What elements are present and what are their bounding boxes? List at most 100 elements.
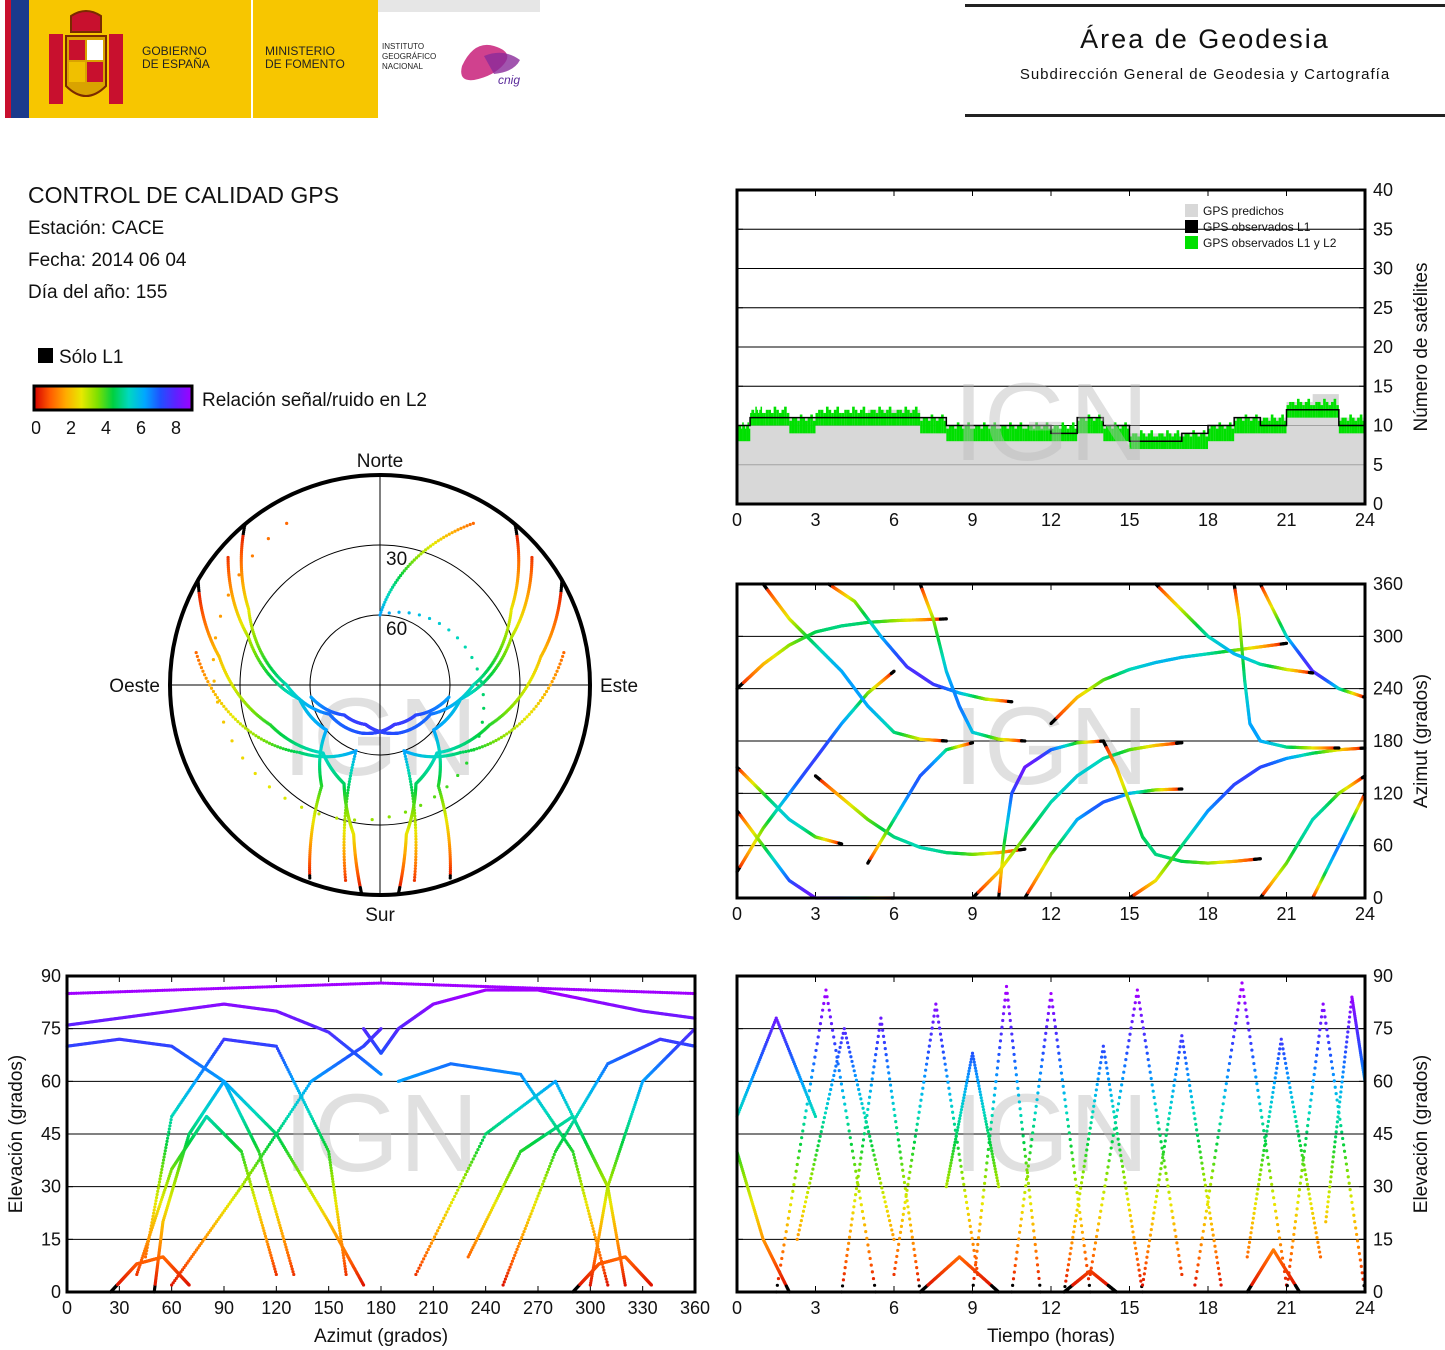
- x-tick-label: 15: [1119, 510, 1139, 530]
- l1l2-bar: [797, 420, 800, 434]
- l1l2-bar: [1113, 422, 1117, 442]
- skyplot-point: [284, 747, 288, 752]
- y-tick-label: 10: [1373, 416, 1393, 436]
- skyplot-point: [556, 666, 561, 670]
- skyplot-point: [249, 730, 253, 734]
- skyplot-point: [414, 828, 418, 833]
- l1l2-bar: [1139, 430, 1143, 450]
- skyplot-point: [345, 797, 349, 801]
- l1l2-bar: [938, 417, 942, 434]
- l1l2-bar: [1286, 405, 1290, 418]
- l1l2-bar: [1066, 428, 1070, 442]
- x-tick-label: 9: [967, 510, 977, 530]
- skyplot-point: [532, 707, 536, 711]
- l1l2-bar: [839, 412, 842, 426]
- skyplot-point: [442, 535, 446, 540]
- l1l2-bar: [778, 412, 782, 426]
- skyplot-point: [414, 831, 418, 836]
- coat-of-arms-icon: [49, 10, 123, 104]
- l1l2-bar: [1320, 405, 1324, 418]
- skyplot-point: [475, 747, 479, 751]
- skyplot-point: [350, 765, 354, 770]
- skyplot-point: [414, 834, 418, 838]
- l1l2-bar: [1336, 405, 1339, 418]
- skyplot-point: [459, 526, 463, 530]
- l1l2-bar: [1231, 428, 1235, 442]
- l1l2-bar: [784, 406, 787, 426]
- legend-swatch: [1185, 236, 1198, 249]
- skyplot-point: [342, 846, 346, 850]
- skyplot-point: [515, 724, 519, 728]
- y-tick-label: 15: [1373, 376, 1393, 396]
- ign-watermark: IGN: [953, 685, 1149, 808]
- l1l2-bar: [993, 422, 997, 442]
- area-title: Área de Geodesia: [1080, 24, 1330, 54]
- skyplot-point: [380, 608, 384, 612]
- l1l2-bar: [1092, 420, 1096, 434]
- l1l2-bar: [922, 417, 926, 434]
- azimuth-point: [1010, 700, 1014, 704]
- skyplot-point: [251, 732, 255, 736]
- ring-label: 30: [386, 549, 407, 570]
- x-tick-label: 0: [732, 510, 742, 530]
- skyplot-point: [410, 791, 414, 795]
- l1l2-bar: [909, 412, 913, 426]
- skyplot-point: [461, 750, 465, 754]
- l1l2-bar: [1247, 417, 1250, 434]
- skyplot-point: [406, 564, 410, 569]
- skyplot-point: [238, 722, 242, 726]
- l1l2-bar: [1187, 433, 1190, 450]
- y-tick-label: 0: [1373, 888, 1383, 908]
- l1l2-bar: [1210, 425, 1214, 442]
- l1l2-bar: [1153, 436, 1156, 450]
- l1l2-bar: [1009, 422, 1012, 442]
- skyplot-point: [518, 722, 522, 726]
- skyplot-point: [488, 741, 493, 745]
- l1l2-bar: [980, 428, 983, 442]
- l1l2-bar: [865, 412, 868, 426]
- skyplot-point: [246, 728, 250, 732]
- skyplot-point: [273, 744, 277, 748]
- skyplot-point: [209, 686, 214, 690]
- north-label: Norte: [357, 451, 403, 472]
- l1l2-bar: [1226, 425, 1229, 442]
- l1l2-bar: [1359, 414, 1363, 434]
- skyplot-point: [262, 738, 266, 743]
- skyplot-point: [342, 852, 346, 856]
- l1l2-bar: [1244, 414, 1248, 434]
- skyplot-point: [411, 800, 416, 804]
- ministerio-logo: MINISTERIO DE FOMENTO: [253, 0, 378, 118]
- skyplot-point: [342, 828, 346, 833]
- l1-step-line: [737, 409, 1366, 442]
- skyplot-point: [353, 751, 357, 756]
- l1l2-bar: [1249, 420, 1253, 434]
- l1l2-bar: [875, 412, 879, 426]
- skyplot-point: [400, 571, 405, 575]
- skyplot-point: [470, 655, 474, 660]
- l1l2-bar: [810, 414, 813, 434]
- plot-border: [735, 188, 1367, 506]
- skyplot-point: [342, 826, 347, 830]
- skyplot-point: [404, 567, 408, 571]
- skyplot-point: [343, 872, 347, 877]
- skyplot-point: [431, 542, 435, 546]
- instituto-text: INSTITUTO GEOGRÁFICO NACIONAL: [382, 42, 437, 71]
- l1l2-bar: [935, 420, 939, 434]
- l1l2-bar: [1121, 425, 1125, 442]
- y-tick-label: 20: [1373, 337, 1393, 357]
- l1l2-bar: [754, 412, 756, 426]
- skyplot-point: [295, 750, 299, 754]
- l1l2-bar: [878, 406, 881, 426]
- skyplot-point: [427, 616, 432, 621]
- skyplot-point: [502, 734, 506, 738]
- skyplot-point: [392, 583, 396, 587]
- l1l2-bar: [1040, 428, 1044, 442]
- l1l2-bar: [985, 425, 989, 442]
- l1l2-bar: [1176, 430, 1180, 450]
- skyplot-point: [555, 669, 559, 673]
- skyplot-point: [543, 692, 547, 697]
- skyplot-point: [285, 521, 289, 525]
- skyplot-point: [342, 843, 346, 847]
- legend-swatch: [1185, 204, 1198, 217]
- skyplot-point: [226, 593, 230, 597]
